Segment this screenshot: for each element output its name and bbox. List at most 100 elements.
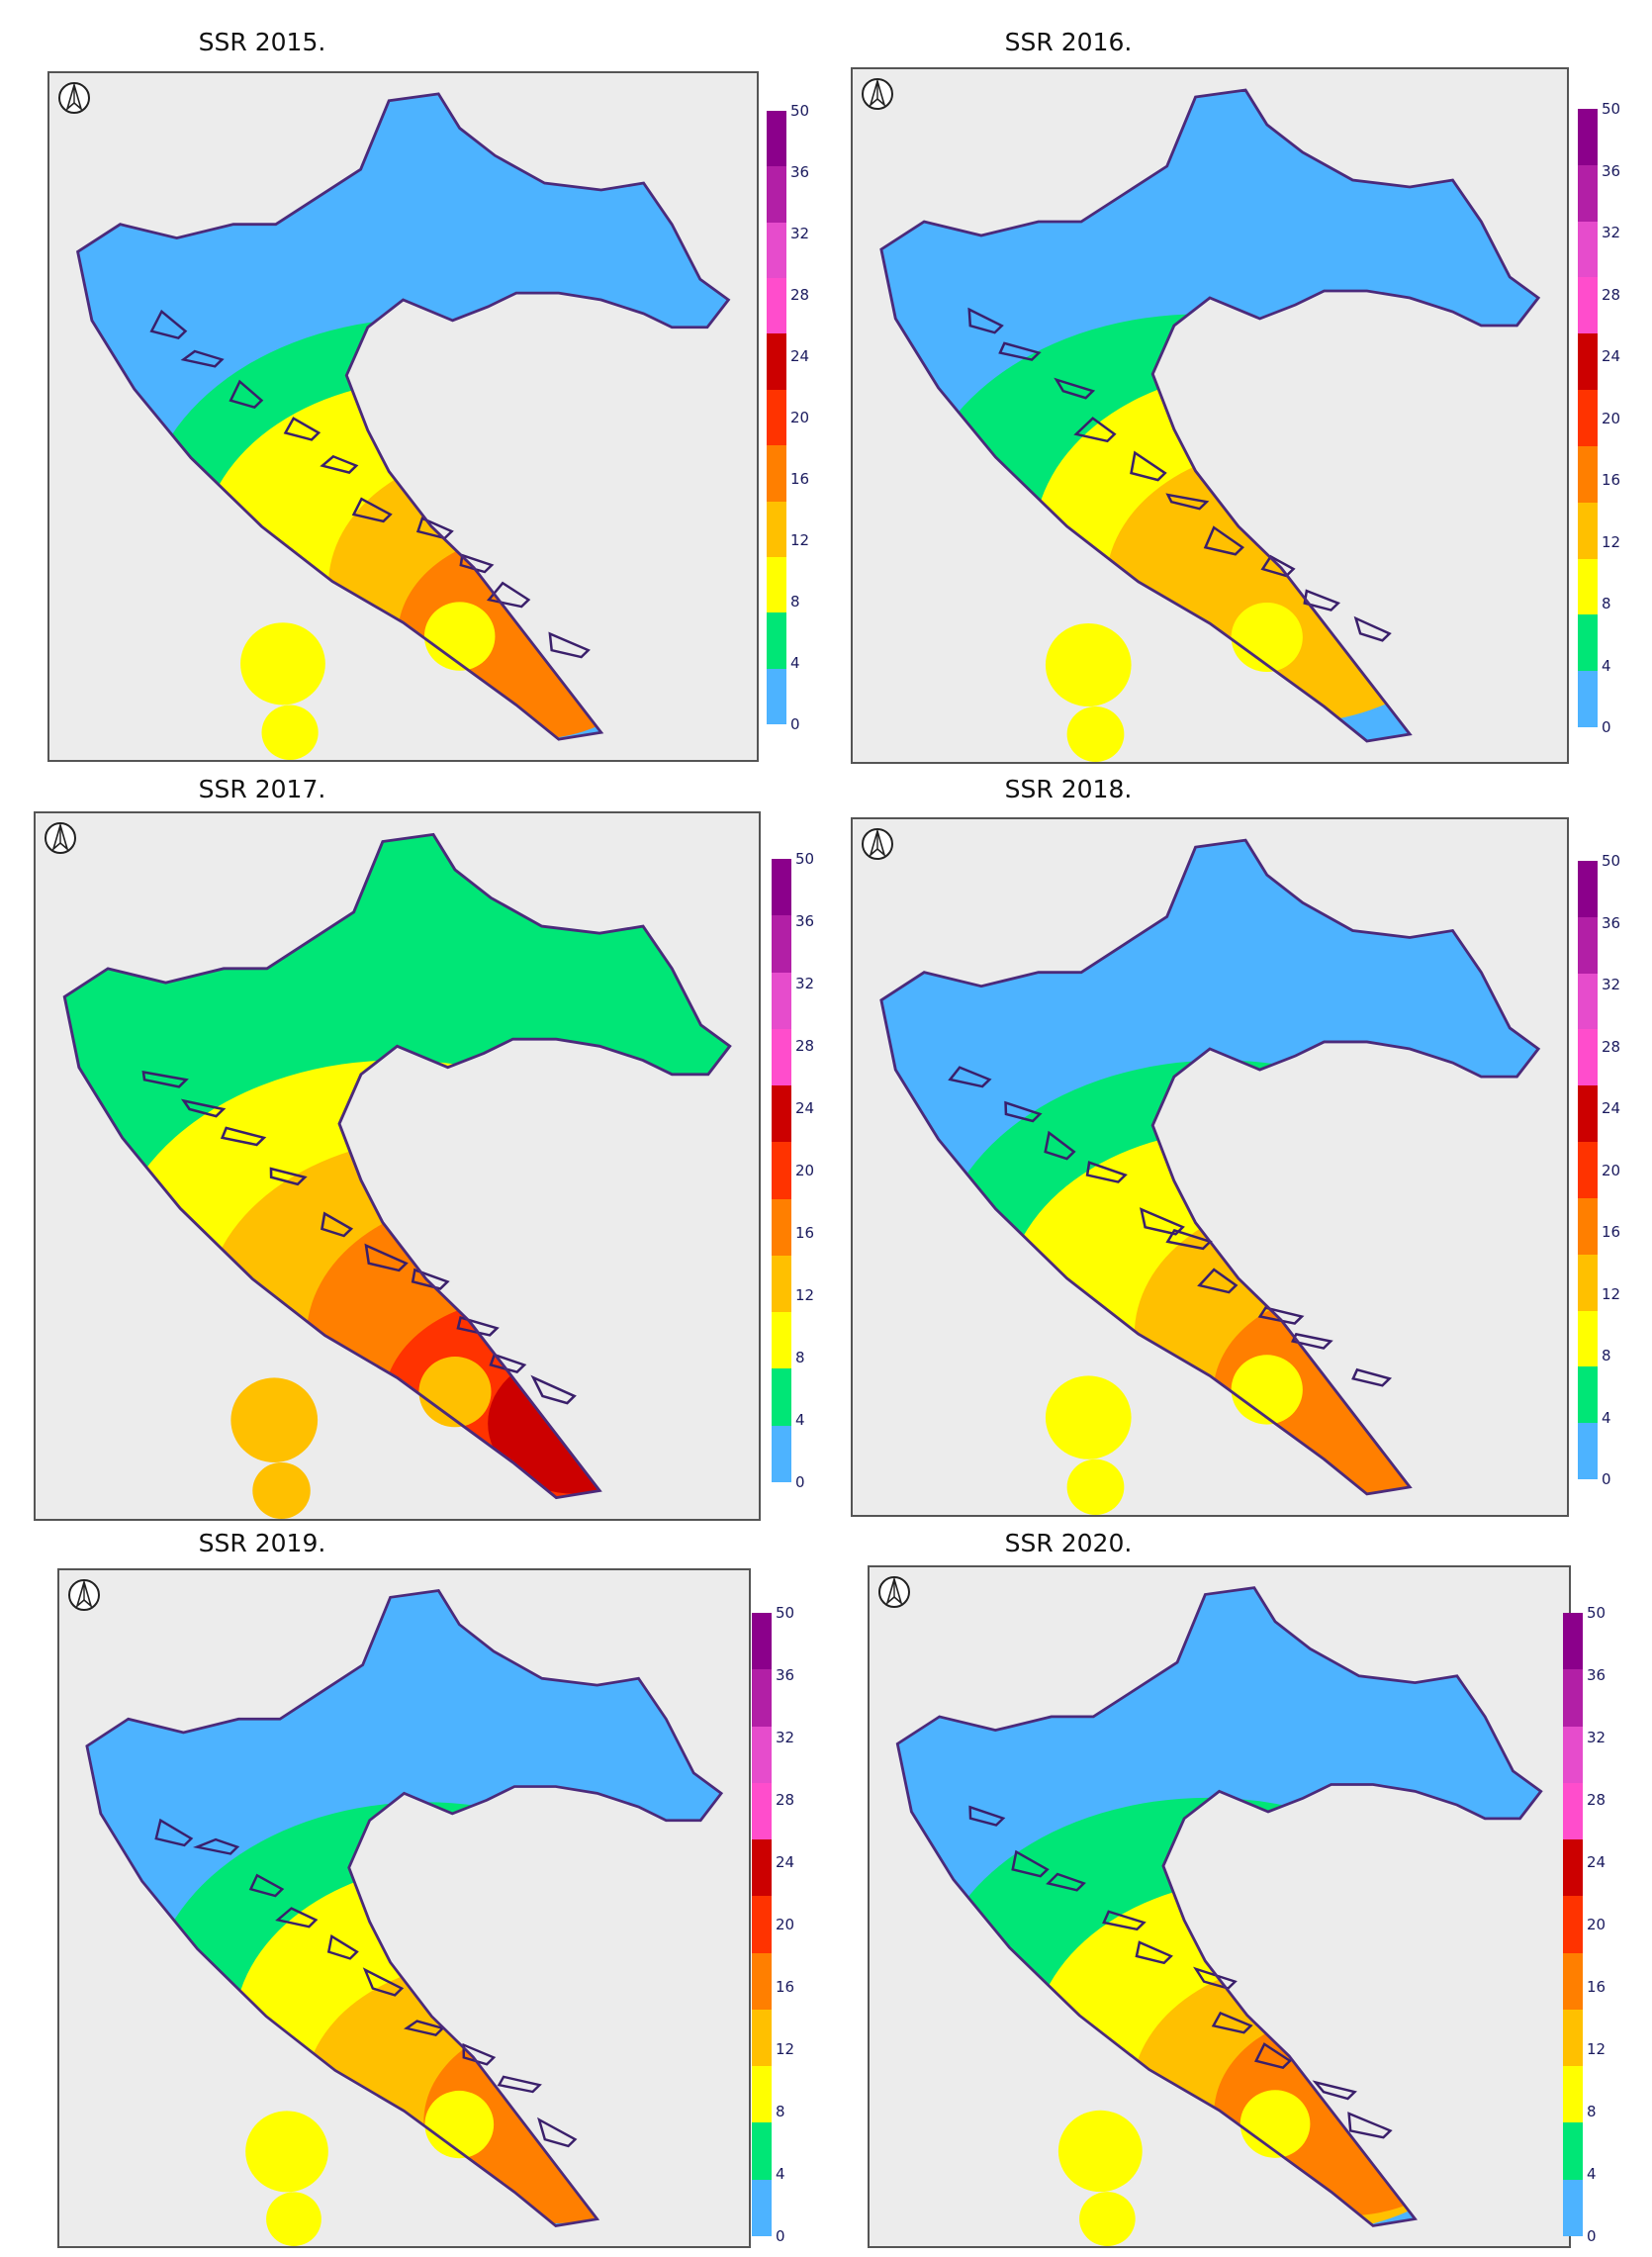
north-arrow-icon bbox=[861, 827, 894, 861]
island-outline bbox=[1165, 493, 1210, 511]
north-arrow-icon bbox=[67, 1578, 101, 1612]
country-border bbox=[62, 832, 732, 1500]
offshore-field-1 bbox=[266, 2192, 321, 2246]
island-outline bbox=[1011, 1849, 1050, 1878]
colorbar-segment bbox=[752, 1726, 772, 1784]
colorbar-tick-label: 12 bbox=[1587, 2040, 1606, 2058]
colorbar-tick-label: 32 bbox=[1587, 1729, 1606, 1746]
colorbar-tick-label: 24 bbox=[790, 347, 810, 365]
colorbar-segment bbox=[767, 445, 786, 503]
colorbar-tick-label: 16 bbox=[1587, 1978, 1606, 1996]
colorbar-tick-label: 36 bbox=[776, 1666, 795, 1684]
island-outline bbox=[180, 1098, 227, 1118]
panel-title-2020: SSR 2020. bbox=[1004, 1529, 1133, 1557]
island-outline bbox=[1351, 1367, 1393, 1387]
colorbar-segment bbox=[1578, 1310, 1598, 1367]
map-frame-2018 bbox=[851, 817, 1569, 1517]
colorbar-segment bbox=[1578, 277, 1598, 334]
island-outline bbox=[1130, 450, 1167, 482]
colorbar-segment bbox=[772, 1142, 791, 1200]
offshore-field-2 bbox=[418, 1357, 492, 1428]
island-outline bbox=[459, 553, 495, 574]
north-arrow-icon bbox=[44, 821, 77, 855]
colorbar-tick-label: 16 bbox=[790, 470, 810, 488]
croatia-map-2018 bbox=[879, 838, 1541, 1515]
colorbar-segment bbox=[752, 1613, 772, 1670]
colorbar-segment bbox=[1563, 2179, 1583, 2237]
colorbar-tick-label: 20 bbox=[1602, 409, 1621, 427]
island-outline bbox=[1044, 1130, 1076, 1161]
colorbar-tick-label: 24 bbox=[1587, 1853, 1606, 1871]
colorbar-segment bbox=[1563, 1613, 1583, 1670]
island-outline bbox=[967, 307, 1004, 334]
country-border bbox=[85, 1589, 724, 2227]
colorbar-segment bbox=[1578, 1366, 1598, 1424]
country-border bbox=[895, 1586, 1543, 2227]
colorbar-tick-label: 0 bbox=[790, 715, 800, 733]
colorbar-segment bbox=[1578, 390, 1598, 447]
colorbar-tick-label: 4 bbox=[1602, 656, 1611, 675]
colorbar-tick-label: 12 bbox=[776, 2040, 795, 2058]
panel-title-2016: SSR 2016. bbox=[1004, 28, 1133, 56]
colorbar-tick-label: 50 bbox=[776, 1604, 795, 1622]
colorbar-segment bbox=[772, 1255, 791, 1313]
offshore-field-1 bbox=[1079, 2192, 1136, 2246]
island-outline bbox=[248, 1873, 285, 1898]
colorbar-tick-label: 0 bbox=[1602, 1470, 1611, 1488]
colorbar-segment bbox=[772, 972, 791, 1030]
colorbar-2016: 50 36 32 28 24 20 16 12 8 4 0 bbox=[1578, 100, 1620, 736]
colorbar-tick-label: 24 bbox=[776, 1853, 795, 1871]
island-outline bbox=[1085, 1161, 1128, 1183]
offshore-field-0 bbox=[230, 1377, 319, 1462]
colorbar-tick-label: 4 bbox=[1587, 2165, 1597, 2183]
island-outline bbox=[364, 1243, 409, 1272]
colorbar-tick-label: 16 bbox=[795, 1224, 815, 1242]
colorbar-tick-label: 8 bbox=[1587, 2103, 1597, 2120]
colorbar-tick-label: 36 bbox=[1602, 161, 1621, 180]
colorbar-tick-label: 36 bbox=[795, 912, 815, 930]
island-outline bbox=[275, 1907, 319, 1928]
island-outline bbox=[1102, 1910, 1147, 1931]
colorbar-segment bbox=[767, 111, 786, 167]
colorbar-segment bbox=[767, 222, 786, 279]
north-arrow-icon bbox=[57, 81, 91, 115]
colorbar-tick-label: 8 bbox=[1602, 595, 1611, 612]
colorbar-segment bbox=[767, 556, 786, 613]
colorbar-segment bbox=[1578, 1085, 1598, 1143]
island-outline bbox=[1211, 2011, 1253, 2034]
colorbar-tick-label: 8 bbox=[776, 2103, 785, 2120]
colorbar-2017: 50 36 32 28 24 20 16 12 8 4 0 bbox=[772, 850, 814, 1491]
island-outline bbox=[404, 2020, 445, 2037]
offshore-field-2 bbox=[423, 602, 496, 671]
croatia-map-2017 bbox=[62, 832, 732, 1519]
island-outline bbox=[141, 1070, 189, 1088]
colorbar-tick-label: 28 bbox=[776, 1791, 795, 1809]
colorbar-segment bbox=[1563, 1726, 1583, 1784]
croatia-map-2020 bbox=[895, 1586, 1543, 2246]
colorbar-tick-label: 0 bbox=[795, 1473, 805, 1491]
field-zone-2019-0 bbox=[148, 1802, 701, 2209]
colorbar-tick-label: 16 bbox=[1602, 471, 1621, 489]
island-outline bbox=[1254, 2042, 1292, 2069]
panel-title-2019: SSR 2019. bbox=[198, 1529, 326, 1557]
offshore-field-1 bbox=[1066, 1458, 1125, 1515]
colorbar-segment bbox=[1578, 614, 1598, 672]
colorbar-segment bbox=[1563, 2066, 1583, 2123]
island-outline bbox=[1312, 2080, 1357, 2101]
colorbar-tick-label: 0 bbox=[776, 2227, 785, 2245]
offshore-field-2 bbox=[1239, 2090, 1311, 2158]
colorbar-segment bbox=[1563, 1669, 1583, 1728]
colorbar-tick-label: 28 bbox=[1602, 285, 1621, 304]
island-outline bbox=[321, 1211, 354, 1238]
colorbar-segment bbox=[1578, 333, 1598, 391]
island-outline bbox=[1004, 1100, 1043, 1123]
island-outline bbox=[192, 1837, 240, 1855]
colorbar-tick-label: 20 bbox=[1587, 1916, 1606, 1933]
colorbar-tick-label: 16 bbox=[1602, 1223, 1621, 1241]
colorbar-segment bbox=[752, 2179, 772, 2237]
colorbar-segment bbox=[1578, 164, 1598, 223]
island-outline bbox=[220, 1126, 267, 1147]
panel-title-2018: SSR 2018. bbox=[1004, 775, 1133, 803]
colorbar-tick-label: 24 bbox=[1602, 347, 1621, 365]
island-outline bbox=[489, 1353, 527, 1373]
